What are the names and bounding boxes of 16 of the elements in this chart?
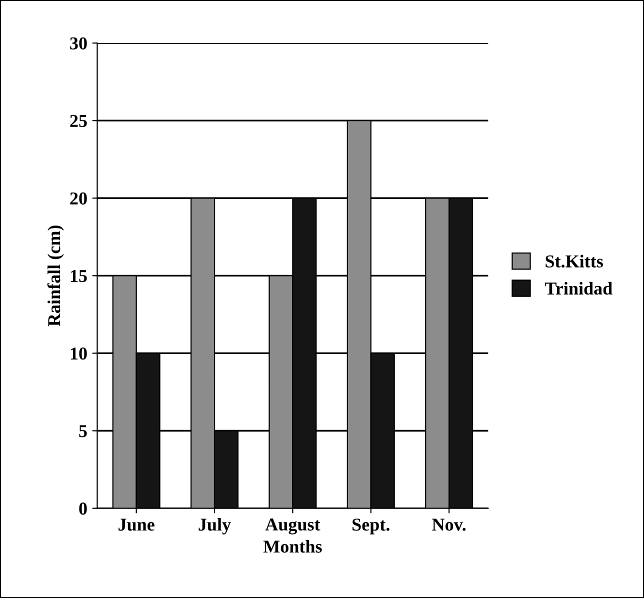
x-tick-label: Nov. xyxy=(432,518,466,531)
legend-label: St.Kitts xyxy=(546,254,603,268)
x-tick-label: August xyxy=(265,518,320,534)
legend-label: Trinidad xyxy=(545,282,612,295)
y-tick-label: 15 xyxy=(70,270,87,282)
y-tick-label: 0 xyxy=(79,502,87,515)
y-tick-label: 10 xyxy=(70,347,87,360)
x-tick-label: Sept. xyxy=(352,518,390,534)
y-tick-label: 20 xyxy=(70,192,87,205)
x-tick-label: June xyxy=(118,518,154,531)
y-tick-label: 30 xyxy=(70,37,87,50)
x-axis-title: Months xyxy=(263,540,322,553)
y-axis-title: Rainfall (cm) xyxy=(47,226,64,326)
y-tick-label: 25 xyxy=(70,114,87,128)
y-tick-label: 5 xyxy=(79,425,87,438)
x-tick-label: July xyxy=(198,518,231,534)
